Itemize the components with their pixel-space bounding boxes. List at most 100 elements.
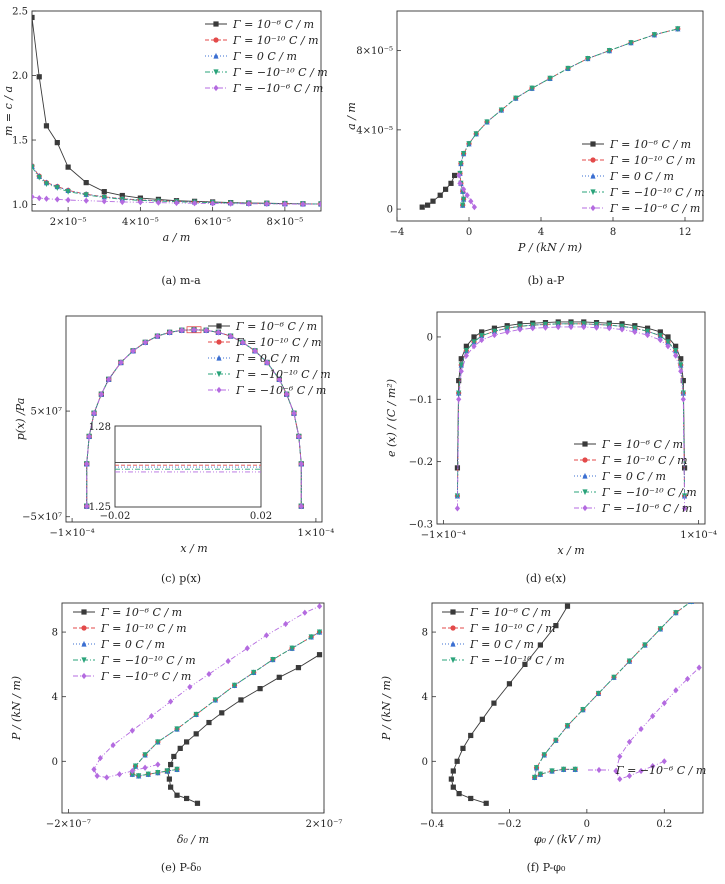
data-point — [296, 433, 302, 440]
data-point — [316, 629, 323, 636]
data-point — [568, 323, 574, 331]
series-4 — [129, 629, 323, 779]
data-point — [468, 795, 474, 802]
legend-marker — [81, 657, 87, 664]
data-point — [463, 352, 469, 359]
data-point — [193, 711, 199, 718]
data-point — [86, 433, 92, 440]
data-point — [227, 332, 234, 340]
data-point — [91, 766, 97, 773]
data-point — [252, 347, 258, 354]
data-point — [504, 325, 510, 332]
y-axis-label: P / (kN / m) — [10, 676, 23, 741]
data-point — [553, 737, 559, 744]
y-tick-label: 8×10⁻⁵ — [356, 46, 393, 57]
legend-marker — [450, 625, 456, 631]
data-point — [471, 334, 477, 340]
data-point — [443, 186, 449, 192]
series-line — [615, 667, 700, 780]
data-point — [531, 774, 538, 781]
series-1 — [419, 172, 458, 210]
data-point — [129, 727, 135, 734]
legend-label: Γ = −10⁻¹⁰ C / m — [601, 486, 697, 499]
legend-label: Γ = −10⁻⁶ C / m — [601, 502, 692, 515]
x-tick-label: 8×10⁻⁵ — [266, 217, 303, 228]
data-point — [228, 200, 234, 207]
data-point — [54, 196, 60, 203]
data-point — [98, 391, 104, 398]
plot-frame — [436, 311, 706, 525]
data-point — [251, 669, 257, 676]
panel-d-e-of-x: −1×10⁻⁴ 1×10⁻⁴ −0.3 −0.2 −0.1 0 x / m e (x) / (… — [385, 311, 717, 557]
panel-b-a-vs-p: −4 0 4 8 12 0 4×10⁻⁵ 8×10⁻⁵ P / (kN / m) a / m Γ =… — [345, 10, 705, 254]
data-point — [430, 198, 436, 204]
data-point — [94, 772, 100, 779]
panel-f-p-vs-phi: −0.4 −0.2 0 0.2 0 4 8 φ₀ / (kV / m) P / (kN / m)… — [380, 602, 706, 846]
data-point — [36, 194, 42, 202]
series-2 — [129, 629, 323, 779]
legend-marker — [450, 657, 456, 664]
data-point — [632, 328, 638, 336]
data-point — [458, 160, 464, 167]
data-point — [644, 331, 651, 339]
data-point — [680, 377, 686, 384]
data-point — [83, 197, 89, 204]
data-point — [104, 774, 110, 781]
legend-label: Γ = 10⁻⁶ C / m — [469, 606, 551, 619]
data-point — [638, 767, 644, 775]
data-point — [530, 325, 536, 332]
data-point — [595, 690, 602, 697]
series-5 — [454, 323, 688, 512]
y-tick-label: −0.2 — [409, 457, 433, 468]
legend-marker — [450, 640, 456, 647]
data-point — [65, 196, 71, 204]
data-point — [537, 771, 543, 778]
data-point — [302, 609, 308, 616]
legend-marker — [450, 609, 456, 615]
y-tick-label: −5×10⁷ — [22, 512, 62, 523]
data-point — [97, 754, 103, 762]
data-point — [142, 752, 148, 758]
legend-label: Γ = −10⁻¹⁰ C / m — [235, 368, 331, 381]
data-point — [491, 331, 498, 339]
legend-marker — [216, 323, 222, 329]
data-point — [466, 141, 472, 147]
legend-marker — [213, 21, 219, 27]
data-point — [650, 763, 656, 770]
inset: 1.28 1.25−0.02 0.02 — [89, 422, 272, 522]
data-point — [661, 758, 667, 765]
data-point — [673, 610, 679, 616]
plot-frame — [31, 10, 322, 212]
data-point — [456, 390, 462, 397]
data-point — [696, 664, 702, 671]
panel-a-m-vs-a: 2×10⁻⁵ 4×10⁻⁵ 6×10⁻⁵ 8×10⁻⁵ 1.0 1.5 2.0 2.5 a / … — [2, 7, 328, 245]
legend-label: Γ = 0 C / m — [469, 638, 534, 651]
legend-label: Γ = 0 C / m — [601, 470, 666, 483]
legend-marker — [213, 84, 219, 92]
data-point — [678, 356, 684, 362]
data-point — [454, 505, 461, 512]
data-point — [513, 95, 519, 102]
legend-label: Γ = 10⁻⁶ C / m — [235, 320, 317, 333]
legend: Γ = 10⁻⁶ C / m Γ = 10⁻¹⁰ C / m Γ = 0 C / m… — [574, 438, 697, 515]
inset-y-tick-label: 1.28 — [89, 422, 111, 433]
data-point — [36, 74, 42, 80]
data-point — [561, 766, 567, 773]
data-point — [174, 766, 180, 773]
data-point — [54, 185, 60, 191]
data-point — [316, 652, 323, 658]
data-point — [244, 645, 250, 652]
data-point — [456, 396, 462, 403]
data-point — [154, 332, 161, 340]
data-point — [206, 719, 212, 726]
legend-label: Γ = −10⁻¹⁰ C / m — [232, 66, 328, 79]
data-point — [276, 376, 282, 383]
data-point — [461, 196, 467, 203]
y-tick-label: −0.1 — [409, 395, 433, 406]
data-point — [644, 325, 651, 331]
data-point — [193, 731, 199, 737]
data-point — [684, 675, 691, 683]
data-point — [174, 792, 180, 798]
data-point — [644, 328, 651, 335]
data-point — [479, 329, 485, 335]
